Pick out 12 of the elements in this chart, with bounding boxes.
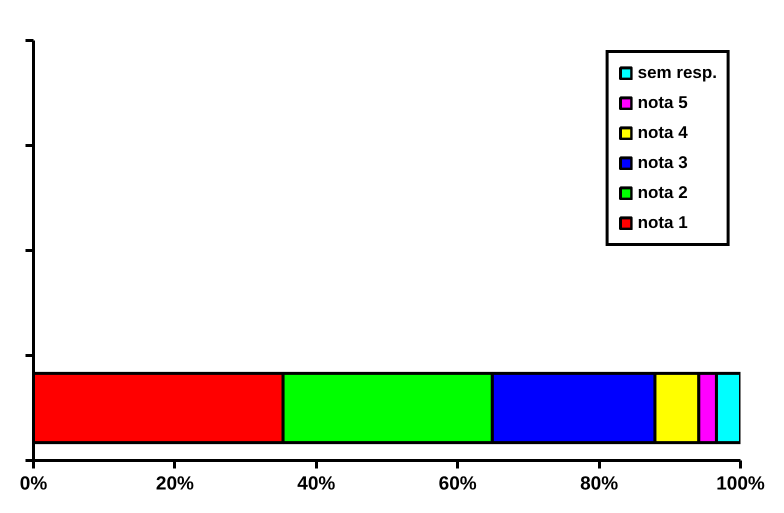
legend-label: nota 5 [638, 93, 688, 113]
x-tick-label: 0% [20, 474, 48, 494]
x-tick-label: 60% [438, 474, 477, 494]
legend-label: nota 2 [638, 183, 688, 203]
x-tick-label: 80% [580, 474, 618, 494]
legend-label: sem resp. [638, 63, 717, 83]
x-tick-label: 40% [297, 474, 336, 494]
legend-label: nota 3 [638, 153, 688, 173]
legend-label: nota 1 [638, 213, 688, 233]
x-tick-label: 100% [716, 474, 765, 494]
legend-label: nota 4 [638, 123, 688, 143]
x-tick-label: 20% [156, 474, 194, 494]
